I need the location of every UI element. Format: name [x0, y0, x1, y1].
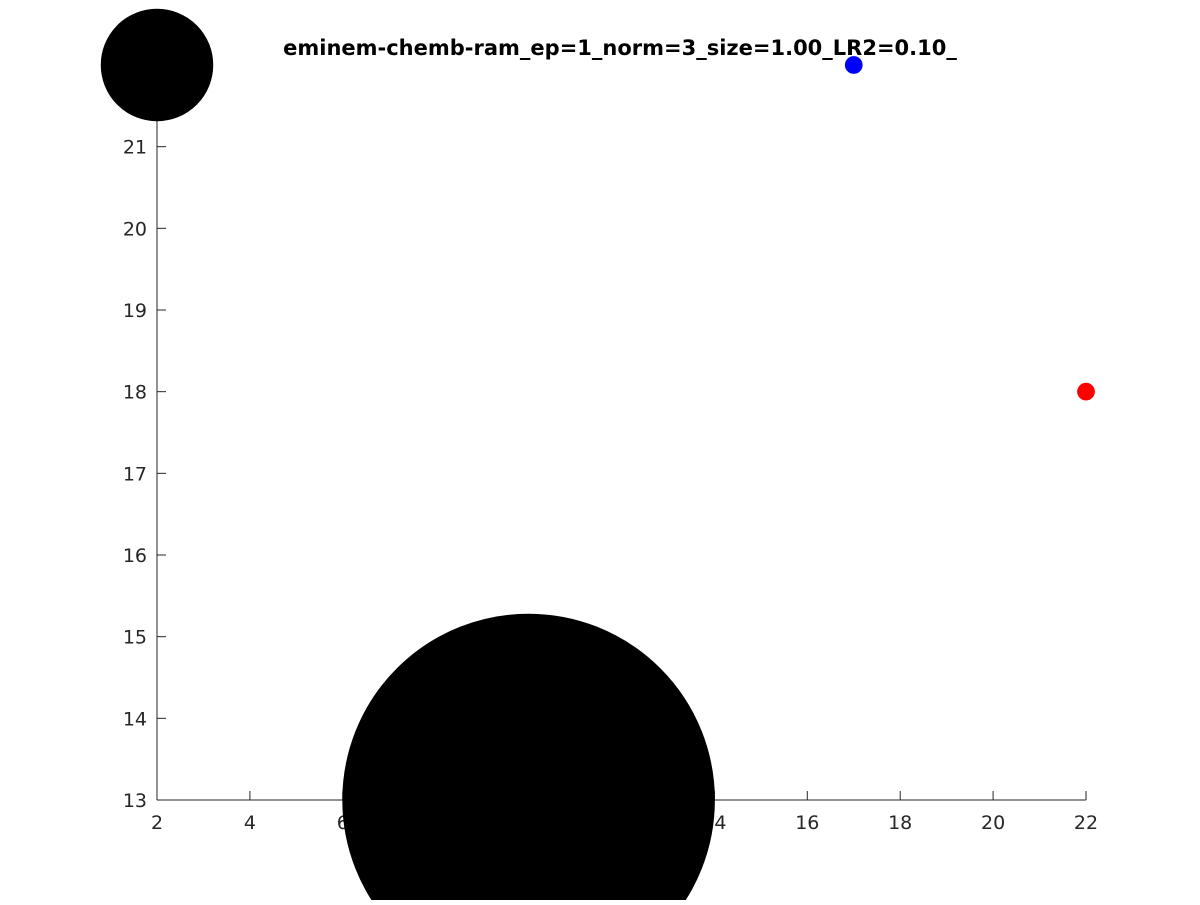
y-tick-label: 21 [123, 137, 147, 159]
y-tick-label: 18 [123, 382, 147, 404]
data-point [100, 8, 214, 122]
data-points [100, 8, 1095, 905]
y-tick-label: 15 [123, 627, 147, 649]
x-tick-label: 22 [1074, 812, 1098, 834]
data-point [1077, 382, 1095, 401]
y-tick-label: 13 [123, 790, 147, 812]
x-tick-label: 18 [888, 812, 912, 834]
y-tick-label: 20 [123, 218, 147, 240]
data-point [342, 613, 715, 905]
data-point [844, 56, 863, 74]
x-tick-label: 16 [795, 812, 819, 834]
y-tick-label: 16 [123, 545, 147, 567]
y-tick-label: 14 [123, 708, 147, 730]
x-tick-label: 4 [244, 812, 256, 834]
y-tick-label: 17 [123, 463, 147, 485]
x-tick-label: 2 [151, 812, 163, 834]
y-tick-label: 19 [123, 300, 147, 322]
chart-title: eminem-chemb-ram_ep=1_norm=3_size=1.00_L… [283, 36, 957, 60]
x-tick-label: 20 [981, 812, 1005, 834]
